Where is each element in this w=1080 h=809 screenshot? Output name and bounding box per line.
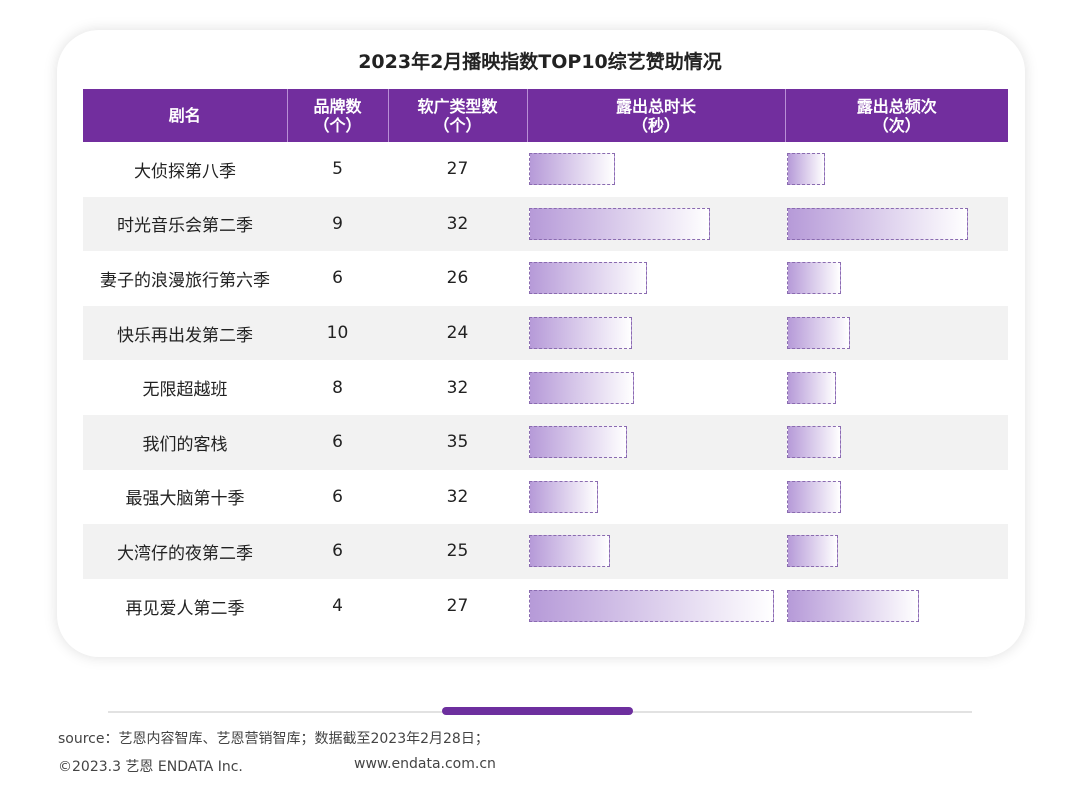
frequency-bar-cell: [785, 251, 1008, 306]
duration-bar: [529, 426, 627, 459]
duration-bar: [529, 153, 615, 186]
ad-type-count: 35: [388, 414, 527, 470]
table-row: 妻子的浪漫旅行第六季 6 26: [83, 251, 1008, 306]
table-row: 最强大脑第十季 6 32: [83, 470, 1008, 525]
duration-bar: [529, 480, 598, 513]
frequency-bar-cell: [785, 414, 1008, 470]
duration-bar-cell: [527, 196, 785, 252]
column-header: 品牌数 （个）: [286, 89, 388, 142]
table-row: 时光音乐会第二季 9 32: [83, 196, 1008, 252]
frequency-bar-cell: [785, 142, 1008, 197]
show-name: 快乐再出发第二季: [83, 305, 287, 361]
website-link[interactable]: www.endata.com.cn: [354, 756, 496, 772]
brand-count: 10: [287, 305, 388, 361]
duration-bar-cell: [527, 251, 785, 306]
show-name: 最强大脑第十季: [125, 489, 245, 510]
show-name: 时光音乐会第二季: [83, 196, 287, 252]
brand-count: 6: [287, 414, 388, 470]
show-name: 大湾仔的夜第二季: [83, 524, 287, 579]
duration-bar: [529, 371, 635, 404]
duration-bar-cell: [527, 360, 785, 415]
table-row: 大湾仔的夜第二季 6 25: [83, 524, 1008, 579]
show-name: 大侦探第八季: [134, 161, 236, 182]
source-note: source：艺恩内容智库、艺恩营销智库；数据截至2023年2月28日；: [58, 731, 489, 747]
duration-bar: [529, 590, 774, 623]
brand-count: 4: [332, 596, 343, 617]
frequency-bar: [787, 371, 836, 404]
duration-bar-cell: [527, 470, 785, 525]
duration-bar: [529, 535, 610, 568]
table-row: 再见爱人第二季 4 27: [83, 579, 1008, 634]
column-header: 露出总时长 （秒）: [526, 89, 785, 142]
brand-count: 5: [332, 159, 343, 180]
frequency-bar-cell: [785, 579, 1008, 634]
frequency-bar-cell: [785, 524, 1008, 579]
frequency-bar: [787, 535, 838, 568]
column-header: 剧名: [83, 89, 287, 142]
chart-title: 2023年2月播映指数TOP10综艺赞助情况: [358, 51, 722, 73]
ad-type-count: 25: [388, 524, 527, 579]
table-row: 我们的客栈 6 35: [83, 414, 1008, 470]
show-name: 再见爱人第二季: [125, 598, 245, 619]
ad-type-count: 32: [446, 486, 469, 507]
frequency-bar: [787, 590, 920, 623]
table-row: 无限超越班 8 32: [83, 360, 1008, 415]
brand-count: 6: [287, 524, 388, 579]
ad-type-count: 26: [446, 268, 469, 289]
duration-bar-cell: [527, 142, 785, 197]
frequency-bar-cell: [785, 470, 1008, 525]
duration-bar-cell: [527, 524, 785, 579]
duration-bar-cell: [527, 579, 785, 634]
sponsor-table: 剧名 品牌数 （个） 软广类型数 （个） 露出总时长 （秒） 露出总频次 （次） 大侦探…: [83, 89, 1008, 633]
brand-count: 9: [287, 196, 388, 252]
ad-type-count: 24: [388, 305, 527, 361]
frequency-bar-cell: [785, 360, 1008, 415]
duration-bar: [529, 207, 711, 240]
duration-bar-cell: [527, 305, 785, 361]
ad-type-count: 27: [446, 159, 469, 180]
ad-type-count: 32: [388, 196, 527, 252]
brand-count: 8: [332, 377, 343, 398]
frequency-bar: [787, 262, 842, 295]
brand-count: 6: [332, 268, 343, 289]
duration-bar-cell: [527, 414, 785, 470]
frequency-bar: [787, 480, 842, 513]
frequency-bar: [787, 317, 851, 350]
column-header: 露出总频次 （次）: [784, 89, 1008, 142]
column-header: 软广类型数 （个）: [387, 89, 527, 142]
copyright: ©2023.3 艺恩 ENDATA Inc.: [58, 759, 243, 775]
frequency-bar-cell: [785, 305, 1008, 361]
show-name: 妻子的浪漫旅行第六季: [100, 270, 270, 291]
table-row: 快乐再出发第二季 10 24: [83, 305, 1008, 361]
brand-count: 6: [332, 486, 343, 507]
frequency-bar: [787, 153, 825, 186]
ad-type-count: 27: [446, 596, 469, 617]
table-row: 大侦探第八季 5 27: [83, 142, 1008, 197]
duration-bar: [529, 317, 632, 350]
frequency-bar: [787, 207, 968, 240]
frequency-bar-cell: [785, 196, 1008, 252]
frequency-bar: [787, 426, 842, 459]
show-name: 无限超越班: [142, 380, 228, 401]
scroll-thumb[interactable]: [442, 707, 633, 715]
ad-type-count: 32: [446, 377, 469, 398]
show-name: 我们的客栈: [83, 414, 287, 470]
duration-bar: [529, 262, 647, 295]
